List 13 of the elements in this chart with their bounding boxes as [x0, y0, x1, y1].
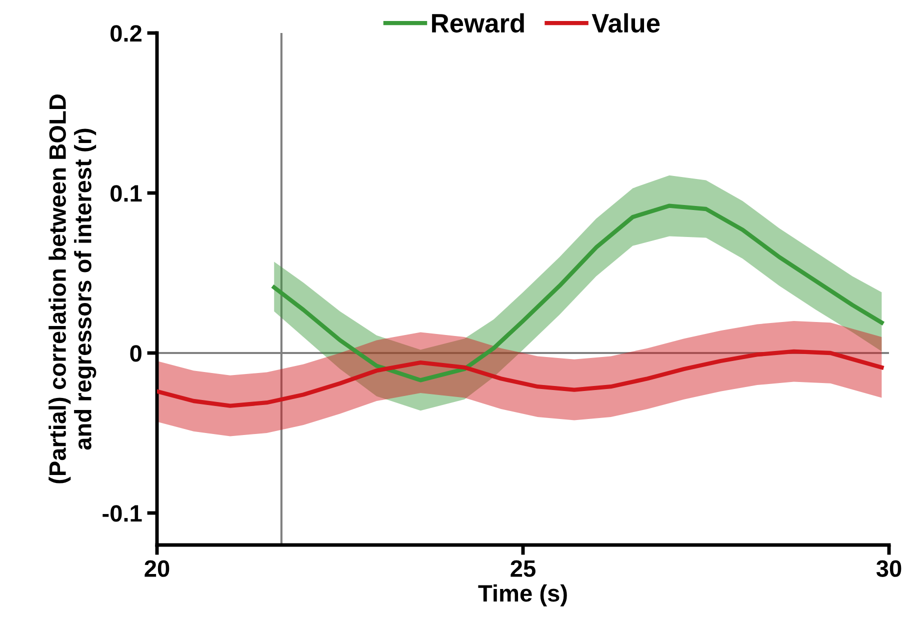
legend-label: Value [592, 13, 660, 33]
x-tick-label: 30 [876, 560, 902, 577]
y-tick-label: 0.2 [110, 25, 142, 42]
x-axis-title: Time (s) [478, 584, 567, 606]
y-tick-label: -0.1 [102, 505, 142, 522]
legend-label: Reward [432, 13, 524, 33]
x-tick-label: 20 [144, 560, 170, 577]
y-tick-label: 0 [130, 345, 142, 362]
line-series [272, 204, 884, 382]
x-tick-label: 25 [510, 560, 536, 577]
line-series [157, 349, 884, 408]
y-axis-title: (Partial) correlation between BOLD and regressors of interest (r) [48, 94, 96, 484]
y-tick-label: 0.1 [110, 185, 142, 202]
